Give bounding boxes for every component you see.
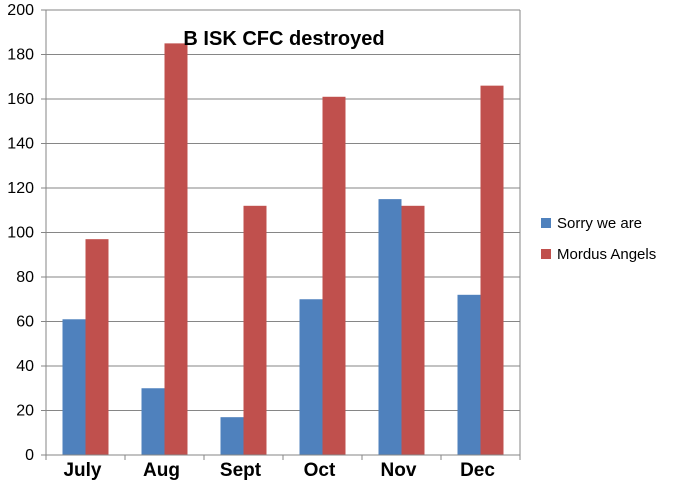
legend-label: Sorry we are <box>557 215 642 232</box>
bar-sorry-we-are-nov <box>378 199 402 455</box>
y-tick-label: 180 <box>7 47 34 64</box>
x-tick-label: Oct <box>304 460 336 481</box>
bar-mordus-angels-aug <box>164 43 188 455</box>
y-tick-label: 60 <box>16 314 34 331</box>
x-tick-label: Aug <box>143 460 180 481</box>
legend: Sorry we are Mordus Angels <box>541 215 656 263</box>
x-tick-label: Nov <box>381 460 417 481</box>
axes <box>45 10 521 460</box>
x-tick-label: Dec <box>460 460 495 481</box>
bars <box>62 43 504 456</box>
bar-sorry-we-are-aug <box>141 388 165 455</box>
bar-mordus-angels-nov <box>401 205 425 455</box>
bar-sorry-we-are-oct <box>299 299 323 455</box>
y-tick-label: 160 <box>7 91 34 108</box>
legend-swatch <box>541 218 551 228</box>
y-tick-label: 200 <box>7 2 34 19</box>
bar-mordus-angels-sept <box>243 205 267 455</box>
y-tick-label: 120 <box>7 180 34 197</box>
chart-title: B ISK CFC destroyed <box>183 28 384 50</box>
y-tick-label: 100 <box>7 225 34 242</box>
y-tick-label: 140 <box>7 136 34 153</box>
x-tick-labels: July Aug Sept Oct Nov Dec <box>63 460 495 481</box>
legend-swatch <box>541 249 551 259</box>
bar-mordus-angels-july <box>85 239 109 455</box>
y-tick-label: 20 <box>16 403 34 420</box>
y-tick-label: 80 <box>16 269 34 286</box>
bar-mordus-angels-dec <box>480 85 504 456</box>
y-tick-labels: 0 20 40 60 80 100 120 140 160 180 200 <box>7 2 34 464</box>
bar-mordus-angels-oct <box>322 96 346 456</box>
gridlines <box>41 9 520 456</box>
bar-sorry-we-are-july <box>62 319 86 455</box>
bar-sorry-we-are-sept <box>220 417 244 455</box>
bar-sorry-we-are-dec <box>457 294 481 455</box>
y-tick-label: 0 <box>25 447 34 464</box>
legend-label: Mordus Angels <box>557 246 656 263</box>
x-tick-label: July <box>63 460 101 481</box>
x-tick-label: Sept <box>220 460 262 481</box>
y-tick-label: 40 <box>16 358 34 375</box>
